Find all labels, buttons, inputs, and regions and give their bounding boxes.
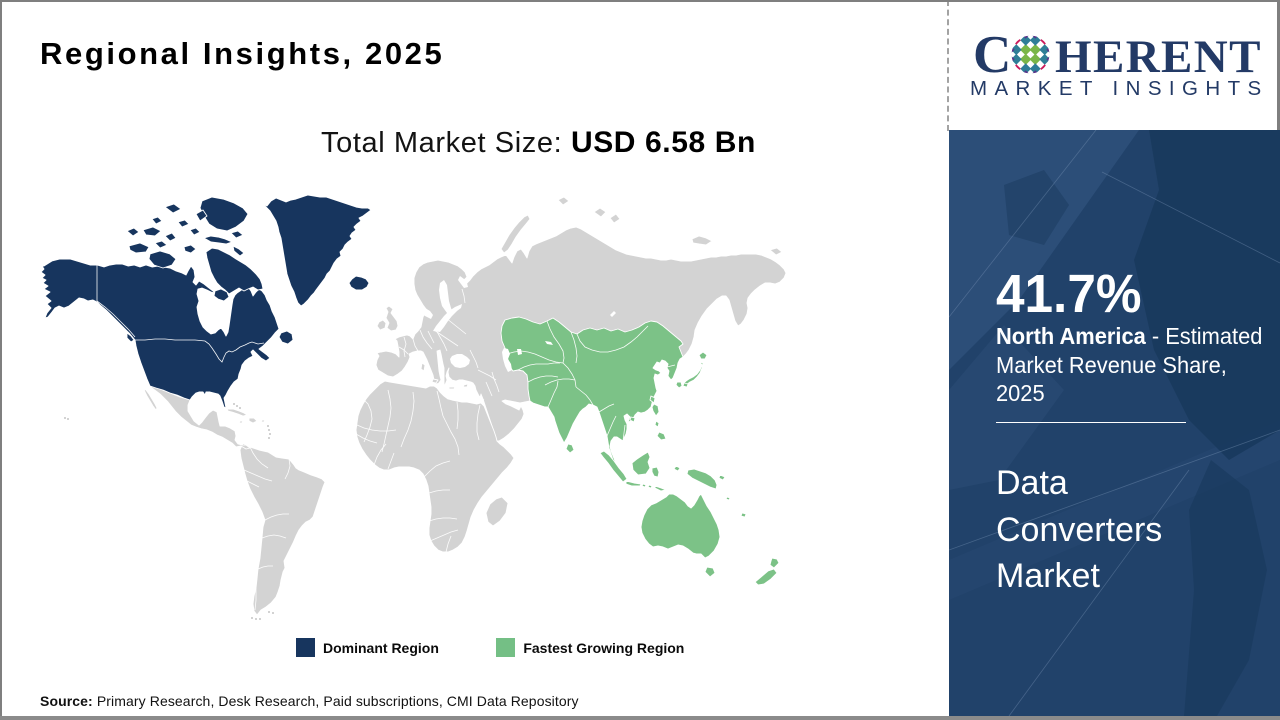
svg-text:MARKET INSIGHTS: MARKET INSIGHTS xyxy=(970,77,1269,100)
svg-text:HERENT: HERENT xyxy=(1055,31,1262,83)
svg-text:C: C xyxy=(973,26,1011,84)
